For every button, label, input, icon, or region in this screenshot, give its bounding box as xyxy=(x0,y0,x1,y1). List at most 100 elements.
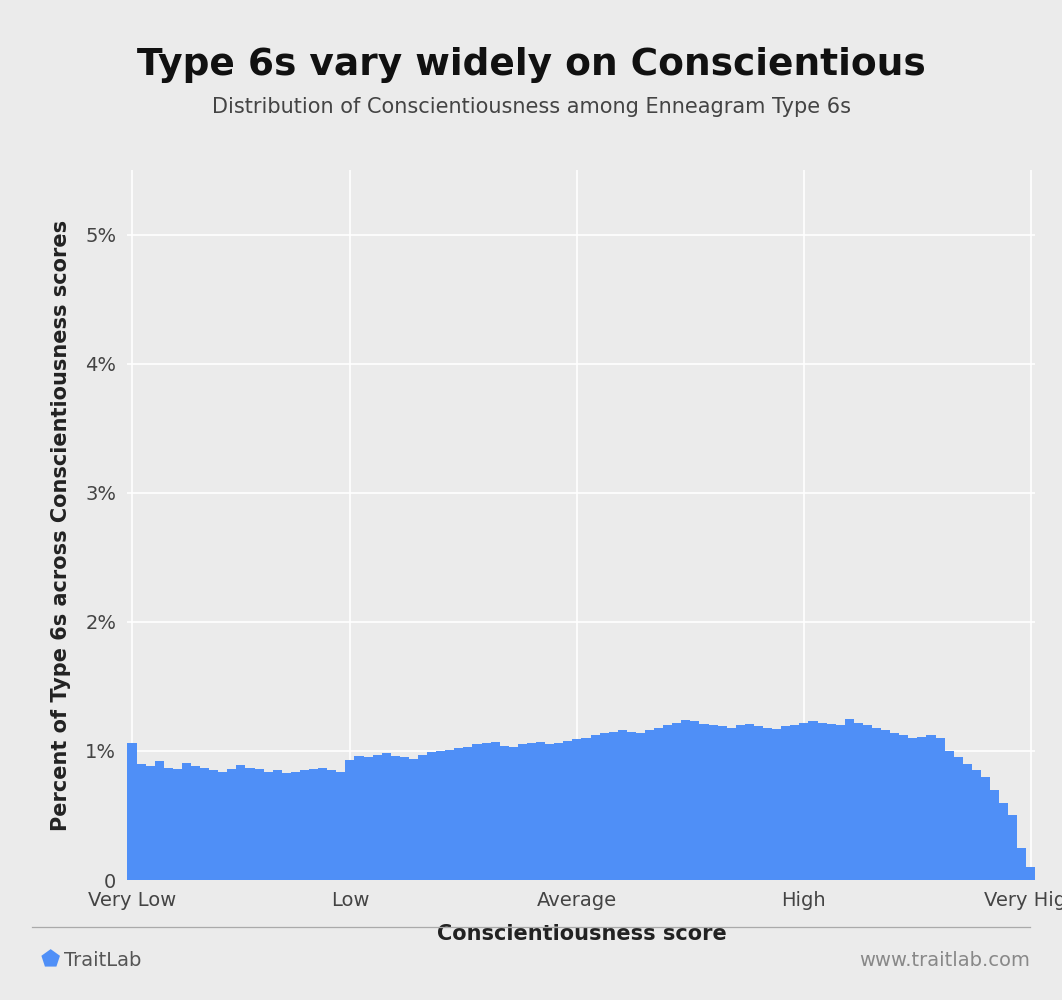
Text: www.traitlab.com: www.traitlab.com xyxy=(859,950,1030,970)
Bar xyxy=(291,772,299,880)
Bar xyxy=(844,719,854,880)
Bar xyxy=(981,777,990,880)
Bar xyxy=(682,720,690,880)
Bar xyxy=(654,728,663,880)
Bar xyxy=(926,735,936,880)
Bar xyxy=(355,756,363,880)
Bar xyxy=(563,741,572,880)
Bar xyxy=(337,772,345,880)
Bar xyxy=(481,743,491,880)
Bar xyxy=(463,747,473,880)
Bar xyxy=(663,725,672,880)
Bar xyxy=(690,721,700,880)
Bar xyxy=(545,744,554,880)
Bar xyxy=(299,770,309,880)
Bar xyxy=(763,728,772,880)
Bar xyxy=(609,732,618,880)
Y-axis label: Percent of Type 6s across Conscientiousness scores: Percent of Type 6s across Conscientiousn… xyxy=(51,219,71,831)
Bar xyxy=(936,738,945,880)
Bar xyxy=(744,724,754,880)
Bar xyxy=(600,733,609,880)
Bar xyxy=(990,790,999,880)
Bar xyxy=(554,743,563,880)
Bar xyxy=(536,742,545,880)
X-axis label: Conscientiousness score: Conscientiousness score xyxy=(436,924,726,944)
Bar xyxy=(1008,815,1017,880)
Bar xyxy=(491,742,500,880)
Bar xyxy=(173,769,182,880)
Bar xyxy=(191,766,200,880)
Bar xyxy=(700,724,708,880)
Bar xyxy=(399,757,409,880)
Bar xyxy=(782,726,790,880)
Bar xyxy=(800,723,808,880)
Bar xyxy=(918,737,926,880)
Bar xyxy=(418,755,427,880)
Bar xyxy=(245,768,255,880)
Bar xyxy=(500,746,509,880)
Bar xyxy=(618,730,627,880)
Bar xyxy=(908,738,918,880)
Bar xyxy=(518,744,527,880)
Bar xyxy=(854,723,863,880)
Bar xyxy=(209,770,219,880)
Bar xyxy=(155,761,164,880)
Bar xyxy=(590,735,600,880)
Text: Distribution of Conscientiousness among Enneagram Type 6s: Distribution of Conscientiousness among … xyxy=(211,97,851,117)
Bar xyxy=(754,726,763,880)
Bar xyxy=(227,769,237,880)
Bar xyxy=(818,723,826,880)
Bar xyxy=(409,759,418,880)
Bar xyxy=(309,769,319,880)
Bar xyxy=(708,725,718,880)
Bar xyxy=(345,760,355,880)
Bar xyxy=(327,770,337,880)
Bar xyxy=(363,757,373,880)
Bar xyxy=(890,733,900,880)
Text: TraitLab: TraitLab xyxy=(64,950,141,970)
Bar xyxy=(137,764,145,880)
Bar xyxy=(790,725,800,880)
Bar xyxy=(145,766,155,880)
Bar xyxy=(836,725,844,880)
Bar xyxy=(1017,848,1026,880)
Bar xyxy=(963,764,972,880)
Bar xyxy=(127,743,137,880)
Bar xyxy=(736,725,744,880)
Bar xyxy=(863,725,872,880)
Bar xyxy=(881,730,890,880)
Bar xyxy=(455,748,463,880)
Bar xyxy=(718,726,726,880)
Bar xyxy=(872,728,881,880)
Bar xyxy=(182,763,191,880)
Bar xyxy=(273,770,281,880)
Bar xyxy=(281,773,291,880)
Bar xyxy=(381,753,391,880)
Bar xyxy=(200,768,209,880)
Bar xyxy=(436,751,445,880)
Bar xyxy=(772,729,782,880)
Bar xyxy=(945,751,954,880)
Bar xyxy=(237,765,245,880)
Bar xyxy=(999,803,1008,880)
Bar xyxy=(954,757,963,880)
Bar xyxy=(672,723,682,880)
Bar xyxy=(726,728,736,880)
Bar xyxy=(581,738,590,880)
Bar xyxy=(164,768,173,880)
Bar xyxy=(391,756,399,880)
Bar xyxy=(319,768,327,880)
Bar xyxy=(427,752,436,880)
Bar xyxy=(572,739,582,880)
Bar xyxy=(645,730,654,880)
Bar xyxy=(627,732,636,880)
Bar xyxy=(445,750,455,880)
Bar xyxy=(826,724,836,880)
Text: ⬟: ⬟ xyxy=(40,950,59,970)
Bar xyxy=(509,747,518,880)
Bar xyxy=(263,772,273,880)
Bar xyxy=(972,770,981,880)
Bar xyxy=(255,769,263,880)
Bar xyxy=(808,721,818,880)
Text: Type 6s vary widely on Conscientious: Type 6s vary widely on Conscientious xyxy=(137,47,925,83)
